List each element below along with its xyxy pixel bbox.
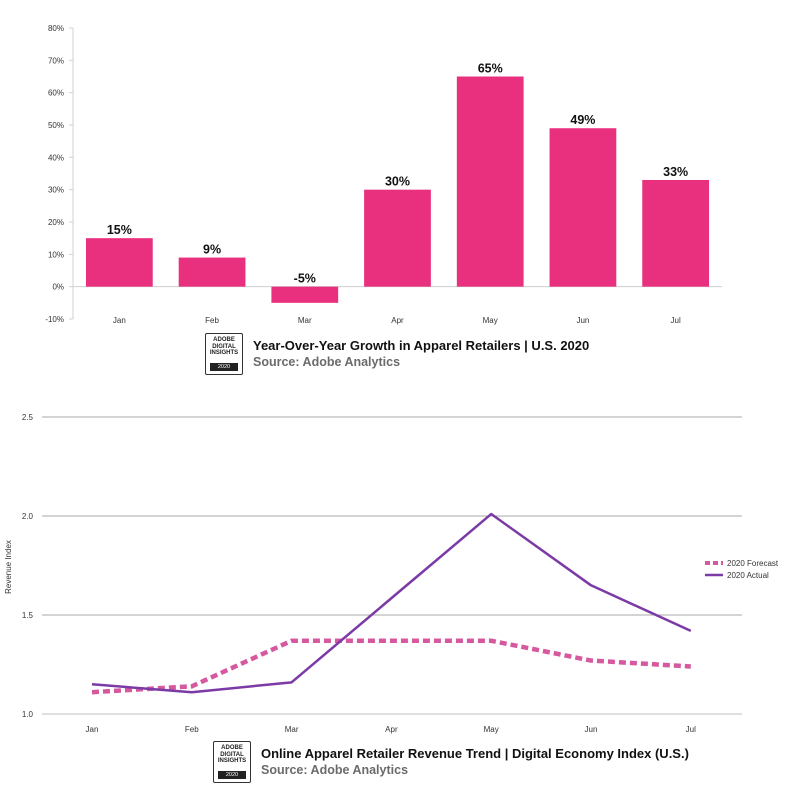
line-chart-caption: ADOBE DIGITAL INSIGHTS 2020 Online Appar…	[213, 741, 689, 783]
y-tick-label: 2.0	[22, 512, 34, 521]
bar-jun	[549, 128, 617, 287]
x-tick-label: Jul	[686, 725, 696, 734]
x-tick-label: Feb	[185, 725, 199, 734]
x-tick-label: Jan	[86, 725, 99, 734]
x-tick-label: Jan	[113, 316, 126, 325]
y-tick-label: 50%	[48, 121, 64, 130]
bar-may	[456, 76, 524, 287]
x-tick-label: May	[484, 725, 499, 734]
x-tick-label: Jun	[585, 725, 598, 734]
y-tick-label: 60%	[48, 89, 64, 98]
y-tick-label: -10%	[45, 315, 64, 324]
logo-line-3: INSIGHTS	[209, 350, 239, 356]
x-tick-label: Jun	[576, 316, 589, 325]
legend-label: 2020 Forecast	[727, 559, 779, 568]
y-tick-label: 0%	[52, 283, 64, 292]
y-tick-label: 80%	[48, 24, 64, 33]
x-tick-label: Apr	[385, 725, 398, 734]
series-line-actual	[91, 512, 692, 694]
logo-line-1: ADOBE	[221, 745, 243, 751]
x-tick-label: May	[483, 316, 498, 325]
y-tick-label: 1.5	[22, 611, 34, 620]
y-tick-label: 20%	[48, 218, 64, 227]
bar-feb	[178, 257, 246, 287]
line-chart: 1.0 1.5 2.0 2.5 Revenue Index Jan Feb Mar Apr May…	[4, 413, 779, 734]
bar-mar	[271, 286, 339, 303]
y-tick-label: 40%	[48, 153, 64, 162]
legend-label: 2020 Actual	[727, 571, 769, 580]
logo-line-1: ADOBE	[213, 337, 235, 343]
bar-chart-title: Year-Over-Year Growth in Apparel Retaile…	[253, 338, 590, 353]
bar-chart-source: Source: Adobe Analytics	[253, 355, 401, 369]
x-tick-label: Jul	[671, 316, 681, 325]
logo-line-3: INSIGHTS	[217, 758, 247, 764]
x-tick-label: Apr	[391, 316, 404, 325]
logo-year: 2020	[218, 771, 246, 779]
series-line-forecast	[91, 638, 691, 695]
data-label: 15%	[107, 223, 132, 237]
bar-chart: -10% 0% 10% 20% 30% 40% 50% 60% 70% 80% 15% Jan 9% Fe…	[45, 24, 722, 325]
data-label: 30%	[385, 175, 410, 189]
bar-jul	[642, 179, 710, 287]
x-tick-label: Mar	[285, 725, 299, 734]
logo-line-2: DIGITAL	[220, 751, 244, 758]
y-tick-label: 1.0	[22, 710, 34, 719]
line-chart-title: Online Apparel Retailer Revenue Trend | …	[261, 746, 689, 761]
adobe-digital-insights-logo: ADOBE DIGITAL INSIGHTS 2020	[213, 741, 251, 783]
y-tick-label: 70%	[48, 56, 64, 65]
bar-chart-caption: ADOBE DIGITAL INSIGHTS 2020 Year-Over-Ye…	[205, 333, 589, 375]
bar-apr	[364, 189, 431, 287]
data-label: 49%	[570, 113, 595, 127]
data-label: 65%	[478, 62, 503, 76]
logo-line-2: DIGITAL	[212, 343, 236, 350]
y-tick-label: 2.5	[22, 413, 34, 422]
data-label: -5%	[294, 272, 316, 286]
y-axis-title: Revenue Index	[4, 540, 13, 594]
y-tick-label: 30%	[48, 186, 64, 195]
y-tick-label: 10%	[48, 250, 64, 259]
x-tick-label: Mar	[298, 316, 312, 325]
bar-jan	[85, 238, 153, 287]
line-chart-source: Source: Adobe Analytics	[261, 763, 409, 777]
data-label: 9%	[203, 243, 221, 257]
adobe-digital-insights-logo: ADOBE DIGITAL INSIGHTS 2020	[205, 333, 243, 375]
x-tick-label: Feb	[205, 316, 219, 325]
data-label: 33%	[663, 165, 688, 179]
logo-year: 2020	[210, 363, 238, 371]
